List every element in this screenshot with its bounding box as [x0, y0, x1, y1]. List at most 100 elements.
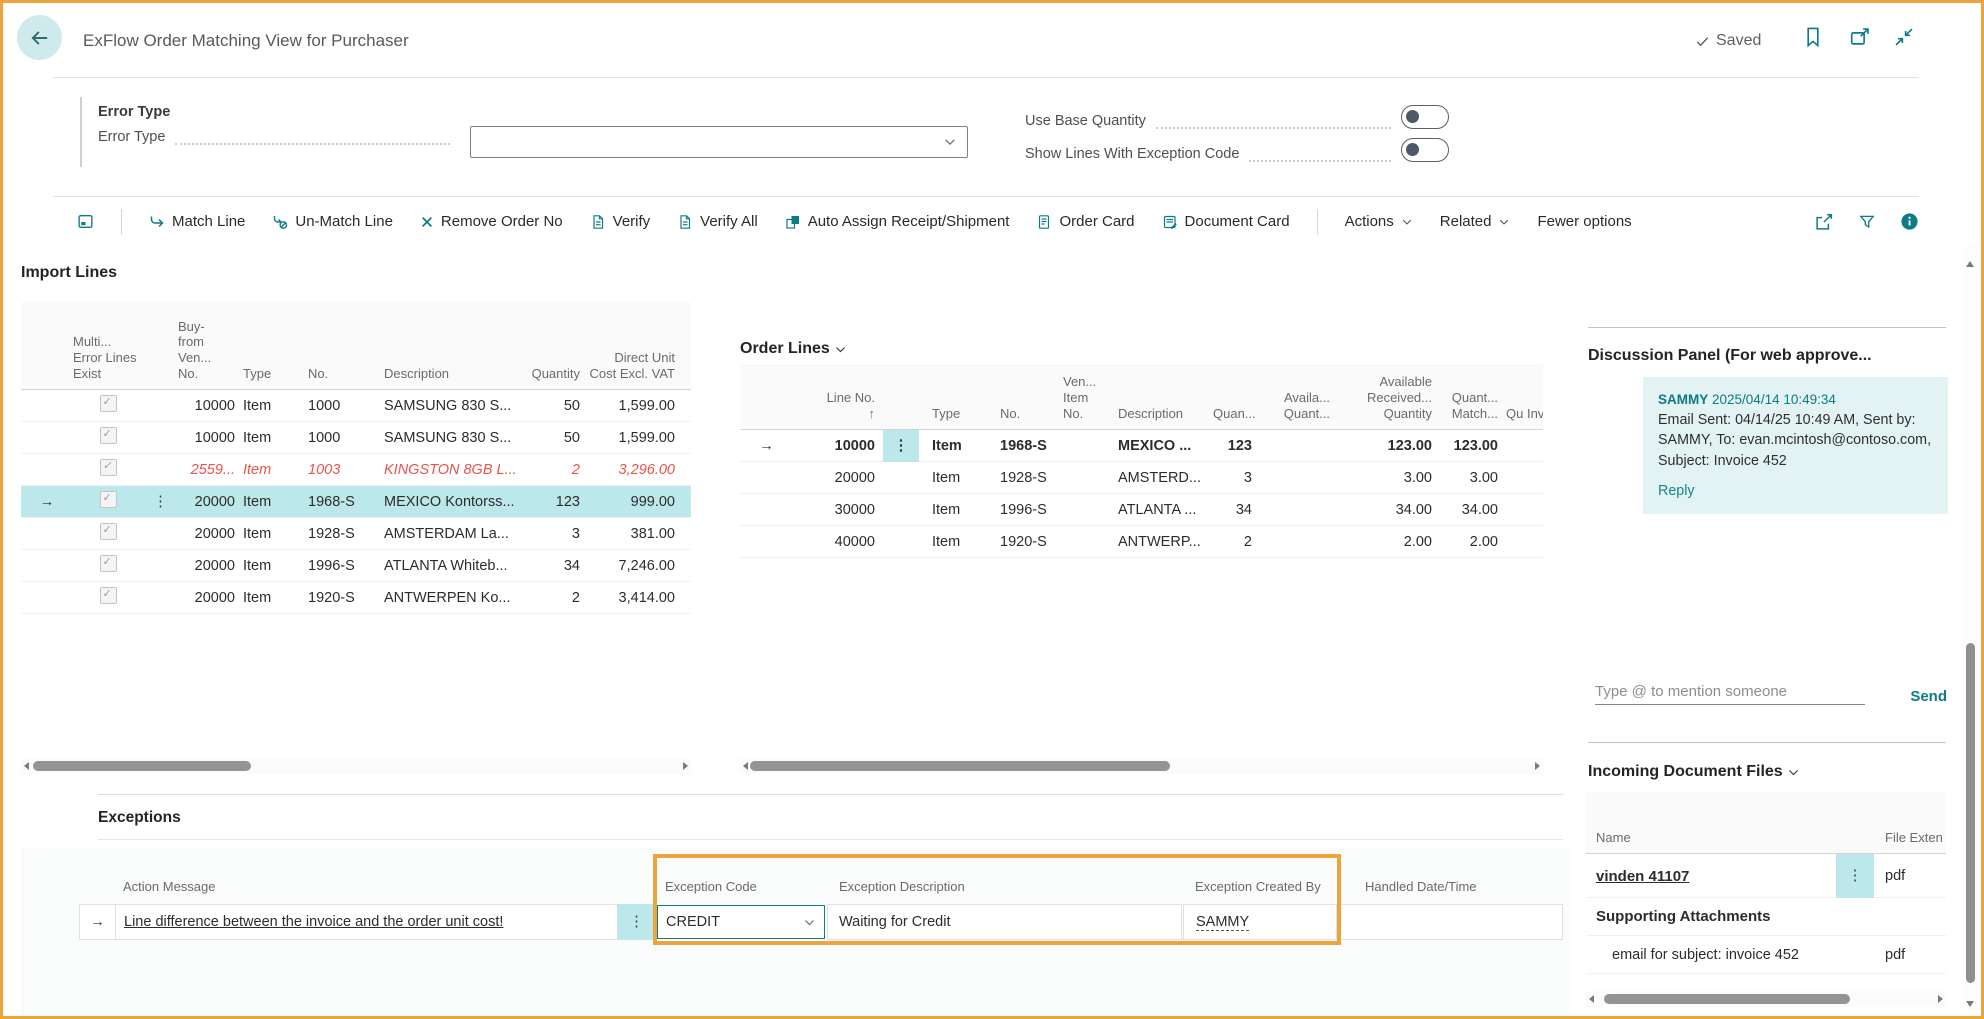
message-author[interactable]: SAMMY: [1658, 392, 1708, 407]
scroll-right-arrow[interactable]: [1938, 995, 1943, 1003]
error-type-select[interactable]: [470, 126, 968, 158]
incoming-file-row[interactable]: email for subject: invoice 452 pdf: [1586, 936, 1946, 974]
col-available-received-quantity[interactable]: Available Received... Quantity: [1338, 374, 1440, 429]
import-line-row-selected[interactable]: → ⋮ 20000 Item 1968-S MEXICO Kontorss...…: [21, 486, 691, 518]
import-line-row[interactable]: 20000 Item 1996-S ATLANTA Whiteb... 34 7…: [21, 550, 691, 582]
incoming-file-group-row: Supporting Attachments: [1586, 898, 1946, 936]
col-no[interactable]: No.: [983, 406, 1063, 429]
incoming-files-heading[interactable]: Incoming Document Files: [1588, 763, 1800, 781]
scroll-up-arrow[interactable]: [1966, 261, 1974, 267]
collapse-icon[interactable]: [1893, 26, 1915, 48]
col-quantity[interactable]: Quan...: [1213, 406, 1260, 429]
filter-icon[interactable]: [1858, 213, 1876, 231]
import-line-row[interactable]: 20000 Item 1920-S ANTWERPEN Ko... 2 3,41…: [21, 582, 691, 614]
document-card-button[interactable]: Document Card: [1162, 213, 1290, 230]
order-line-row-selected[interactable]: → 10000 ⋮ Item 1968-S MEXICO ... 123 123…: [740, 430, 1543, 462]
col-multi-error[interactable]: Multi... Error Lines Exist: [73, 334, 143, 389]
verify-button[interactable]: Verify: [590, 213, 651, 230]
col-line-no[interactable]: Line No.↑: [793, 390, 883, 429]
import-line-row-error[interactable]: 2559... Item 1003 KINGSTON 8GB L... 2 3,…: [21, 454, 691, 486]
order-lines-heading[interactable]: Order Lines: [740, 340, 847, 358]
unmatch-line-button[interactable]: Un-Match Line: [272, 213, 393, 230]
order-card-button[interactable]: Order Card: [1036, 213, 1134, 230]
message-body: Email Sent: 04/14/25 10:49 AM, Sent by: …: [1658, 410, 1933, 472]
cell-buy-from[interactable]: 10000: [178, 398, 235, 414]
scroll-thumb[interactable]: [1604, 994, 1850, 1004]
order-line-row[interactable]: 20000 Item 1928-S AMSTERD... 3 3.00 3.00: [740, 462, 1543, 494]
action-message-cell[interactable]: Line difference between the invoice and …: [115, 904, 618, 940]
exception-code-select[interactable]: CREDIT: [657, 905, 825, 939]
scroll-thumb[interactable]: [750, 761, 1170, 771]
scroll-left-arrow[interactable]: [1589, 995, 1594, 1003]
verify-all-button[interactable]: Verify All: [677, 213, 758, 230]
use-base-quantity-toggle[interactable]: [1401, 105, 1449, 129]
col-available-quantity[interactable]: Availa... Quant...: [1260, 390, 1338, 429]
handled-datetime-cell[interactable]: [1339, 904, 1563, 940]
reply-link[interactable]: Reply: [1658, 481, 1933, 502]
incoming-file-row[interactable]: vinden 41107 ⋮ pdf: [1586, 854, 1946, 898]
file-link: vinden 41107: [1596, 868, 1689, 885]
col-cost[interactable]: Direct Unit Cost Excl. VAT: [586, 350, 691, 389]
show-lines-exception-label: Show Lines With Exception Code: [1025, 146, 1239, 162]
col-action-message[interactable]: Action Message: [123, 879, 216, 894]
col-buy-from[interactable]: Buy-from Ven... No.: [178, 319, 235, 389]
use-base-quantity-label: Use Base Quantity: [1025, 113, 1146, 129]
exception-created-by-cell[interactable]: SAMMY: [1183, 904, 1337, 940]
import-line-row[interactable]: 10000 Item 1000 SAMSUNG 830 S... 50 1,59…: [21, 390, 691, 422]
share-icon[interactable]: [1814, 212, 1834, 232]
multi-error-checkbox: [100, 491, 117, 508]
related-menu[interactable]: Related: [1440, 213, 1511, 230]
incoming-files-hscrollbar[interactable]: [1586, 991, 1946, 1007]
order-line-row[interactable]: 30000 Item 1996-S ATLANTA ... 34 34.00 3…: [740, 494, 1543, 526]
actions-menu[interactable]: Actions: [1345, 213, 1413, 230]
import-lines-hscrollbar[interactable]: [21, 758, 691, 774]
page-vscrollbar[interactable]: [1963, 243, 1978, 1013]
app-window: ExFlow Order Matching View for Purchaser…: [0, 0, 1984, 1019]
col-no[interactable]: No.: [299, 366, 373, 389]
col-file-extension[interactable]: File Exten: [1874, 830, 1946, 853]
col-exception-description[interactable]: Exception Description: [839, 879, 965, 894]
error-type-field-row: Error Type: [98, 129, 460, 145]
col-quantity[interactable]: Quantity: [528, 366, 586, 389]
auto-assign-receipt-shipment-button[interactable]: Auto Assign Receipt/Shipment: [785, 213, 1010, 230]
col-name[interactable]: Name: [1586, 830, 1836, 853]
scroll-thumb[interactable]: [1966, 643, 1975, 983]
col-description[interactable]: Description: [1108, 406, 1213, 429]
col-description[interactable]: Description: [373, 366, 528, 389]
row-options-icon[interactable]: ⋮: [1836, 854, 1874, 898]
show-lines-exception-toggle[interactable]: [1401, 138, 1449, 162]
row-options-icon[interactable]: ⋮: [617, 904, 656, 940]
col-exception-created-by[interactable]: Exception Created By: [1195, 879, 1321, 894]
row-options-icon[interactable]: ⋮: [883, 430, 919, 462]
exception-description-cell[interactable]: Waiting for Credit: [827, 904, 1182, 940]
import-line-row[interactable]: 10000 Item 1000 SAMSUNG 830 S... 50 1,59…: [21, 422, 691, 454]
col-type[interactable]: Type: [235, 366, 299, 389]
order-line-row[interactable]: 40000 Item 1920-S ANTWERP... 2 2.00 2.00: [740, 526, 1543, 558]
import-line-row[interactable]: 20000 Item 1928-S AMSTERDAM La... 3 381.…: [21, 518, 691, 550]
mention-input[interactable]: Type @ to mention someone: [1595, 683, 1865, 705]
col-quantity-matched[interactable]: Quant... Match...: [1440, 390, 1506, 429]
col-type[interactable]: Type: [919, 406, 983, 429]
scroll-left-arrow[interactable]: [743, 762, 748, 770]
remove-order-no-button[interactable]: Remove Order No: [420, 213, 563, 230]
back-arrow-icon: [29, 27, 51, 49]
focus-mode-button[interactable]: [77, 213, 94, 230]
col-ven-item-no[interactable]: Ven... Item No.: [1063, 374, 1108, 429]
scroll-thumb[interactable]: [33, 761, 251, 771]
col-exception-code[interactable]: Exception Code: [665, 879, 757, 894]
info-icon[interactable]: [1900, 212, 1919, 231]
scroll-left-arrow[interactable]: [24, 762, 29, 770]
fewer-options-button[interactable]: Fewer options: [1537, 213, 1631, 230]
scroll-right-arrow[interactable]: [683, 762, 688, 770]
scroll-down-arrow[interactable]: [1966, 1001, 1974, 1007]
back-button[interactable]: [17, 15, 62, 60]
scroll-right-arrow[interactable]: [1535, 762, 1540, 770]
open-in-new-window-icon[interactable]: [1849, 26, 1871, 48]
match-line-button[interactable]: Match Line: [149, 213, 245, 230]
bookmark-icon[interactable]: [1802, 26, 1824, 48]
col-quantity-invoiced[interactable]: Qu Inv: [1506, 406, 1543, 429]
col-handled-datetime[interactable]: Handled Date/Time: [1365, 879, 1477, 894]
row-options-icon[interactable]: ⋮: [143, 494, 178, 510]
order-lines-hscrollbar[interactable]: [740, 758, 1543, 774]
send-button[interactable]: Send: [1910, 688, 1947, 705]
